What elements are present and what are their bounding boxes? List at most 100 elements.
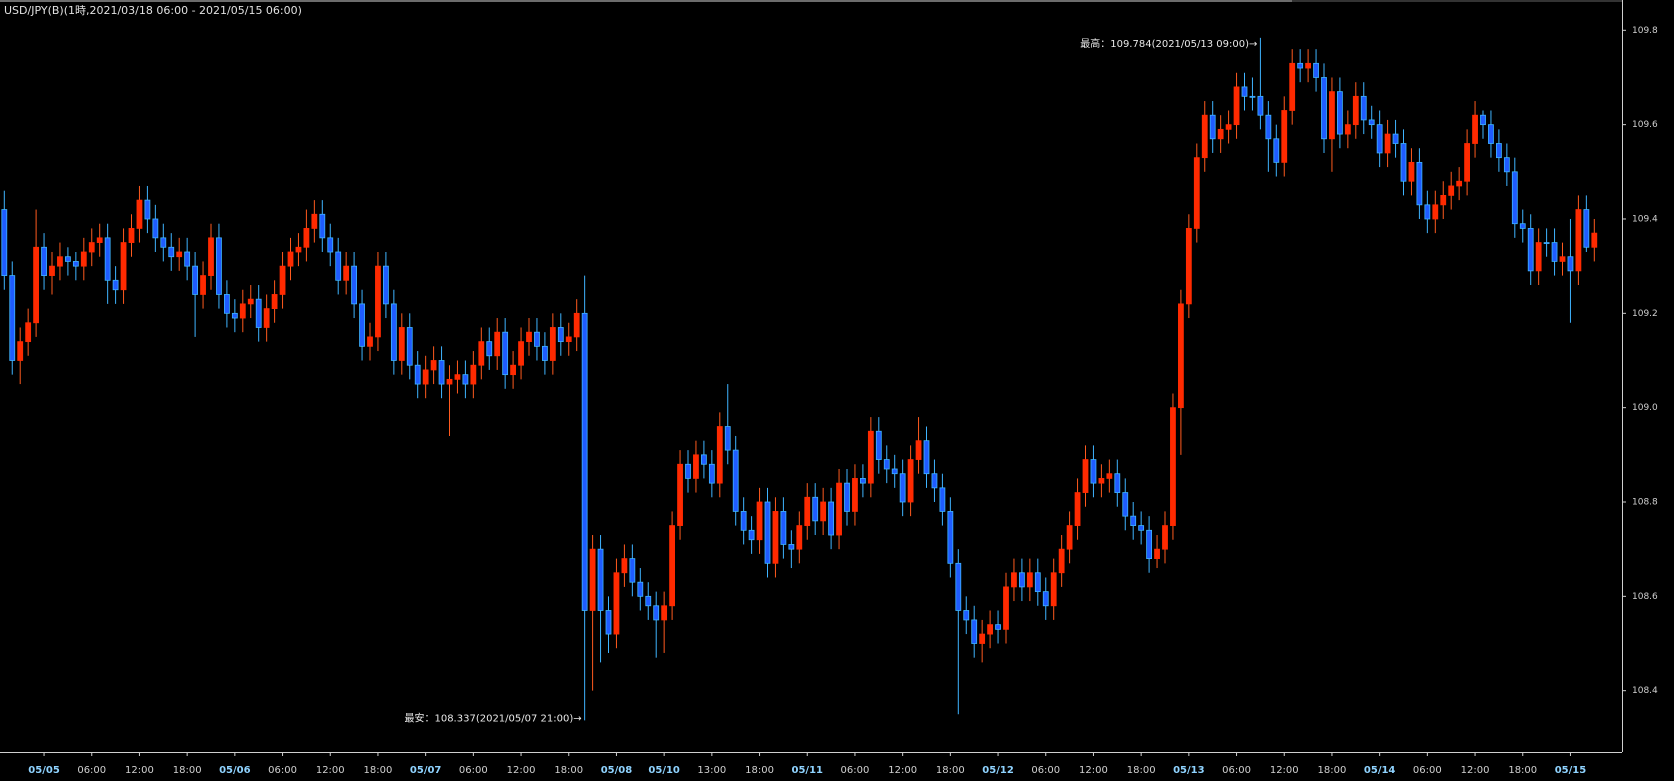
candle-body	[526, 331, 532, 343]
x-tick-label: 12:00	[1079, 765, 1108, 776]
candle-body	[1233, 86, 1240, 126]
candle-body	[1090, 459, 1097, 484]
candle-body	[1424, 204, 1431, 220]
x-tick-label: 18:00	[1127, 765, 1156, 776]
candle-body	[184, 251, 191, 267]
candle-body	[1567, 256, 1574, 272]
candle-body	[1019, 572, 1025, 588]
candle-body	[120, 242, 127, 291]
candle-body	[1122, 492, 1129, 517]
candle-body	[756, 501, 763, 541]
candle-body	[1376, 124, 1383, 154]
candle-body	[565, 336, 572, 343]
candle-body	[319, 213, 326, 239]
candle-body	[1440, 194, 1447, 206]
candle-body	[1305, 62, 1311, 69]
x-tick-label: 18:00	[936, 765, 965, 776]
candle-body	[335, 251, 342, 281]
candle-body	[1583, 209, 1590, 248]
candle-body	[57, 256, 63, 267]
candle-body	[629, 558, 636, 583]
candle-body	[740, 511, 747, 531]
candle-body	[1559, 256, 1566, 262]
candle-body	[573, 312, 580, 338]
candle-body	[748, 529, 755, 541]
candle-body	[1392, 133, 1399, 144]
candle-body	[96, 237, 103, 243]
candle-body	[1042, 591, 1049, 607]
x-tick-label: 06:00	[459, 765, 488, 776]
candle-body	[390, 303, 397, 361]
candle-body	[502, 331, 509, 376]
candle-body	[367, 336, 373, 347]
candle-body	[669, 525, 675, 607]
candle-body	[796, 525, 803, 550]
candle-body	[1114, 473, 1121, 493]
x-tick-label: 06:00	[841, 765, 870, 776]
x-tick-label: 05/08	[601, 765, 633, 776]
candle-body	[1313, 62, 1319, 78]
candle-body	[1344, 124, 1351, 135]
x-tick-label: 18:00	[364, 765, 393, 776]
candle-body	[685, 463, 691, 479]
candle-body	[375, 265, 381, 338]
candle-body	[1432, 204, 1439, 220]
candle-body	[1082, 459, 1089, 493]
candle-body	[891, 468, 898, 475]
candle-body	[200, 275, 206, 295]
candle-body	[1488, 124, 1494, 144]
y-tick-label: 108.4	[1632, 686, 1658, 696]
candle-body	[1416, 161, 1423, 206]
candle-body	[589, 548, 596, 611]
x-tick-label: 05/07	[410, 765, 442, 776]
candle-body	[176, 251, 183, 258]
candle-body	[804, 496, 811, 526]
candle-body	[144, 199, 151, 220]
x-tick-label: 05/14	[1364, 765, 1396, 776]
candle-body	[295, 246, 302, 253]
candle-body	[899, 473, 906, 503]
candle-body	[351, 265, 358, 305]
candle-body	[621, 558, 628, 574]
candle-body	[883, 459, 890, 470]
candle-body	[510, 364, 517, 376]
candle-body	[1249, 95, 1256, 98]
x-tick-label: 06:00	[268, 765, 297, 776]
candle-body	[112, 279, 119, 291]
candle-body	[438, 360, 445, 385]
x-tick-label: 05/13	[1173, 765, 1205, 776]
candle-body	[287, 251, 294, 267]
x-tick-label: 06:00	[1222, 765, 1251, 776]
x-tick-label: 06:00	[77, 765, 106, 776]
candle-body	[33, 246, 39, 324]
candle-body	[1217, 128, 1224, 140]
candle-body	[462, 374, 469, 385]
x-tick-label: 13:00	[697, 765, 726, 776]
candle-body	[1543, 242, 1550, 244]
candle-body	[1281, 110, 1288, 163]
candle-body	[1503, 157, 1510, 173]
y-tick-label: 108.6	[1632, 592, 1658, 602]
candle-body	[1074, 492, 1081, 526]
candle-body	[9, 275, 16, 361]
candle-body	[1066, 525, 1073, 550]
x-tick-label: 05/11	[792, 765, 824, 776]
candle-body	[1178, 303, 1184, 409]
candle-body	[430, 360, 437, 371]
candle-body	[88, 242, 95, 253]
candle-body	[41, 246, 47, 276]
candle-body	[1591, 232, 1598, 248]
candle-body	[764, 501, 771, 564]
candle-body	[1297, 62, 1304, 69]
candle-body	[788, 544, 795, 550]
x-tick-label: 05/05	[28, 765, 60, 776]
x-tick-label: 18:00	[745, 765, 774, 776]
x-tick-label: 18:00	[173, 765, 202, 776]
candle-body	[772, 511, 779, 564]
candle-body	[454, 374, 461, 380]
candle-body	[72, 261, 79, 267]
candle-body	[534, 331, 540, 347]
candle-body	[343, 265, 350, 281]
candle-body	[1225, 124, 1232, 130]
